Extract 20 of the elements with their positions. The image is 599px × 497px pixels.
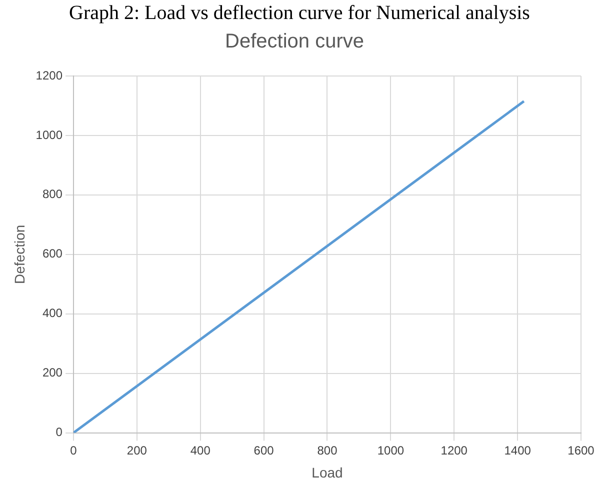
y-tick-label: 400: [42, 306, 63, 320]
y-tick-label: 200: [42, 366, 63, 380]
x-tick-label: 0: [70, 443, 78, 458]
y-tick-label: 1000: [36, 128, 63, 142]
x-tick-label: 600: [254, 443, 274, 458]
x-tick-label: 1600: [568, 443, 595, 458]
y-tick-label: 0: [56, 425, 63, 440]
x-tick-label: 200: [126, 443, 148, 458]
y-axis-title: Defection: [11, 224, 28, 284]
x-tick-label: 1200: [440, 443, 468, 458]
y-tick-label: 1200: [36, 68, 63, 82]
x-tick-label: 1400: [504, 443, 532, 458]
x-axis-title: Load: [312, 464, 343, 480]
y-tick-label: 800: [42, 187, 63, 202]
x-tick-label: 400: [190, 443, 211, 458]
caption: Graph 2: Load vs deflection curve for Numerical analysis: [68, 1, 531, 26]
x-tick-label: 800: [317, 443, 338, 458]
y-tick-label: 600: [42, 246, 63, 261]
x-tick-label: 1000: [377, 443, 404, 458]
chart-title: Defection curve: [225, 30, 364, 53]
